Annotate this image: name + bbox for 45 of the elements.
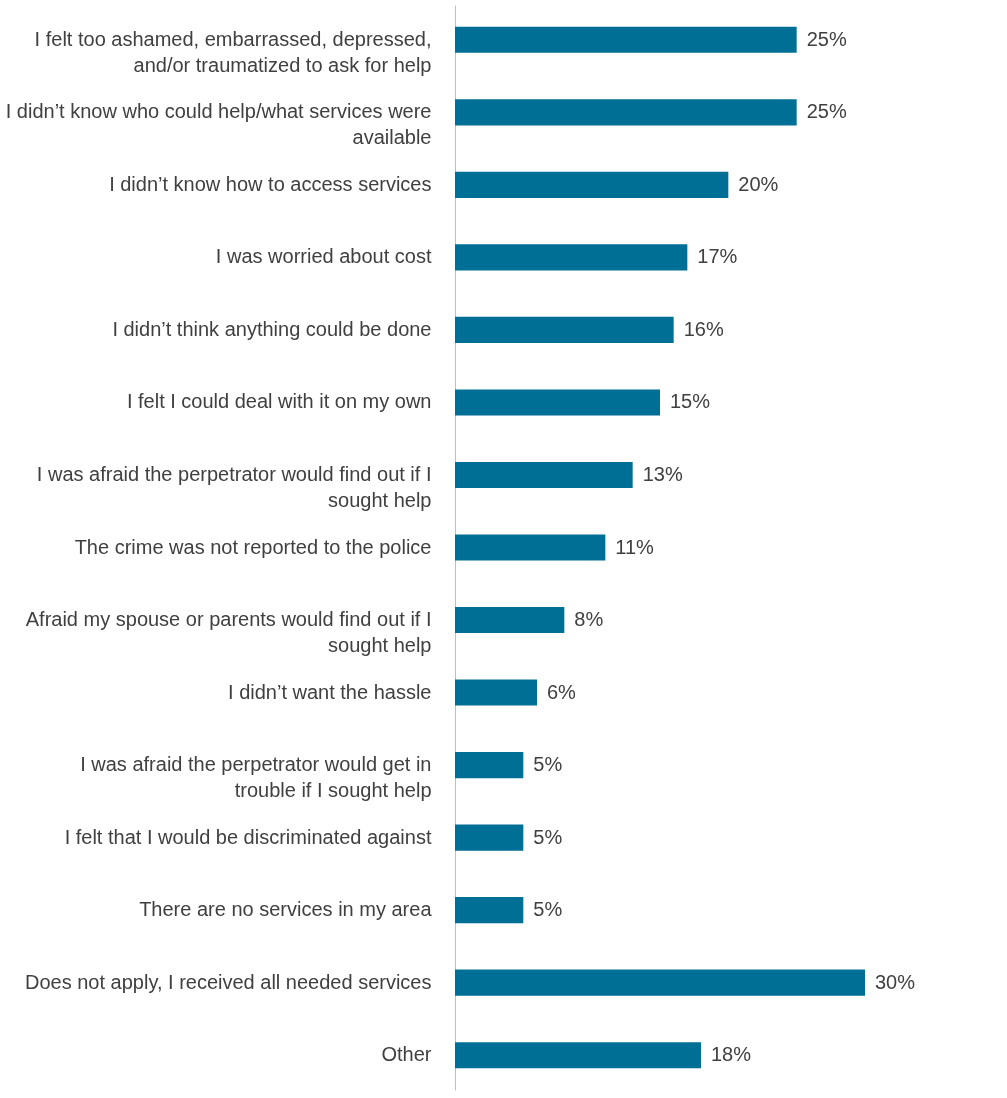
data-label: 17% <box>697 245 738 268</box>
data-label: 5% <box>533 825 563 848</box>
data-label: 16% <box>683 317 724 340</box>
y-tick-label: I didn’t want the hassle <box>228 680 432 703</box>
y-tick-label: I felt I could deal with it on my own <box>126 390 432 413</box>
data-label: 20% <box>738 172 779 195</box>
data-label: 15% <box>670 390 711 413</box>
bar <box>455 679 537 706</box>
bar <box>455 969 865 996</box>
bar <box>455 389 660 416</box>
data-label: 6% <box>547 680 577 703</box>
bar <box>455 752 524 779</box>
y-tick-label: I felt that I would be discriminated against <box>64 825 432 848</box>
y-tick-label: Other <box>381 1043 432 1066</box>
y-tick-label: The crime was not reported to the police <box>74 535 432 558</box>
y-tick-label: I didn’t think anything could be done <box>112 317 432 340</box>
y-tick-label: I was worried about cost <box>215 245 432 268</box>
bar <box>455 26 797 53</box>
y-tick-label: I was afraid the perpetrator would find out if I sought help <box>36 462 432 511</box>
data-label: 18% <box>711 1043 752 1066</box>
bar <box>455 244 688 271</box>
data-label: 5% <box>533 753 563 776</box>
data-label: 30% <box>875 970 916 993</box>
y-tick-label: There are no services in my area <box>139 898 433 921</box>
data-label: 5% <box>533 898 563 921</box>
y-tick-label: I didn’t know who could help/what services were available <box>5 100 432 149</box>
bar <box>455 897 524 924</box>
data-label: 8% <box>574 608 604 631</box>
bar <box>455 534 606 561</box>
bar <box>455 461 633 489</box>
y-tick-label: Afraid my spouse or parents would find out if I sought help <box>25 608 432 657</box>
y-tick-label: I didn’t know how to access services <box>109 172 432 195</box>
bar <box>455 316 674 343</box>
bar <box>455 99 797 126</box>
bar <box>455 824 524 851</box>
data-label: 25% <box>806 27 847 50</box>
data-label: 11% <box>615 535 655 558</box>
data-label: 25% <box>806 100 847 123</box>
y-tick-label: I was afraid the perpetrator would get in trouble if I sought help <box>80 753 432 802</box>
data-label: 13% <box>642 462 683 485</box>
bar <box>455 171 729 198</box>
bar <box>455 606 565 634</box>
y-tick-label: I felt too ashamed, embarrassed, depressed, and/or traumatized to ask for help <box>34 27 432 76</box>
bar <box>455 1042 701 1069</box>
y-tick-label: Does not apply, I received all needed services <box>24 970 432 993</box>
